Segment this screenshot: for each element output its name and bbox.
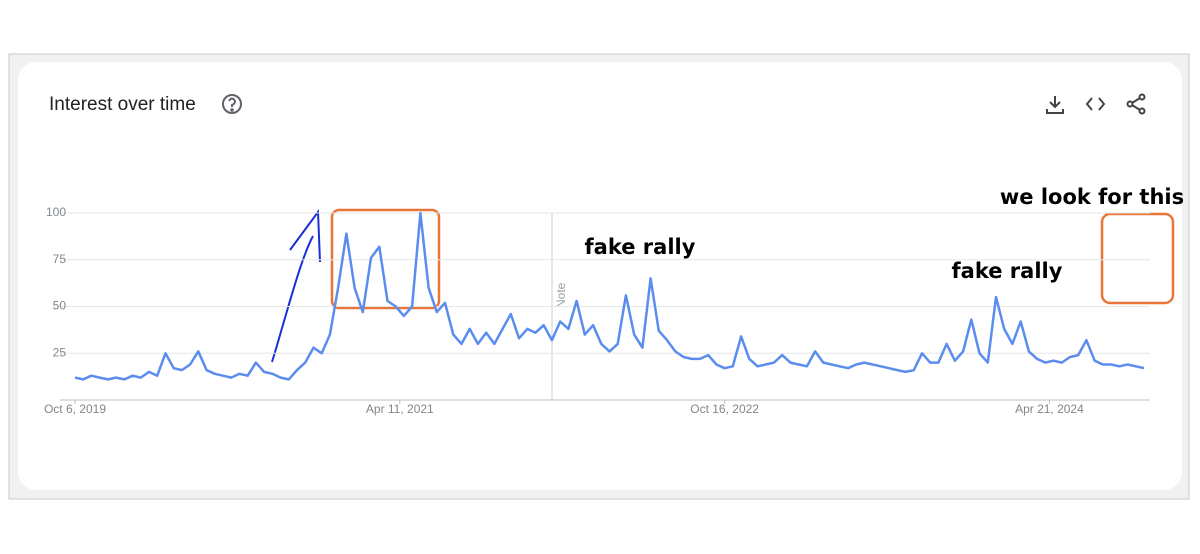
note-label: Note (554, 282, 568, 308)
highlight-box (1100, 212, 1175, 305)
card (18, 62, 1182, 490)
embed-icon[interactable] (1085, 97, 1106, 111)
x-tick-label: Oct 6, 2019 (44, 402, 106, 416)
arrow-head (289, 209, 321, 263)
y-tick-label: 75 (53, 252, 67, 266)
annotation: we look for this (1000, 185, 1184, 209)
x-tick-label: Apr 21, 2024 (1015, 402, 1084, 416)
arrow-drawing (271, 235, 314, 363)
download-icon[interactable] (1046, 96, 1064, 114)
y-tick-label: 100 (46, 205, 66, 219)
y-tick-label: 25 (53, 345, 67, 359)
x-tick-label: Oct 16, 2022 (690, 402, 759, 416)
share-icon[interactable] (1126, 93, 1146, 115)
highlight-box (330, 208, 441, 310)
help-icon[interactable] (222, 94, 242, 114)
y-tick-label: 50 (53, 299, 67, 313)
annotation: fake rally (585, 235, 696, 259)
annotation: fake rally (952, 259, 1063, 283)
chart-title: Interest over time (49, 94, 196, 115)
trend-line (74, 211, 1145, 381)
x-tick-label: Apr 11, 2021 (366, 402, 434, 416)
